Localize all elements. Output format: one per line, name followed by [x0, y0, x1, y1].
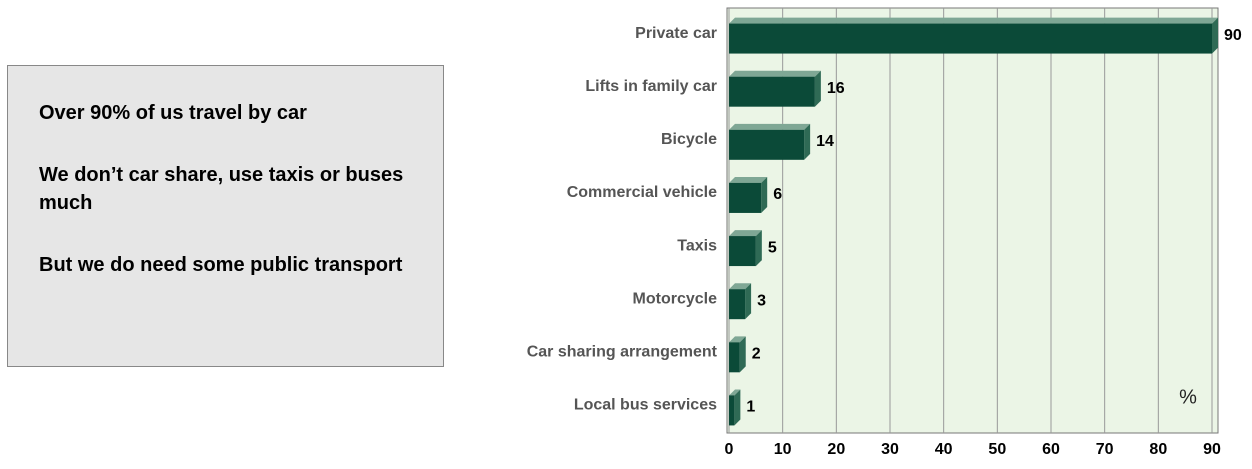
y-tick-label: Lifts in family car — [585, 78, 717, 95]
bar-top — [729, 283, 752, 290]
bar — [729, 76, 815, 107]
bar-top — [729, 70, 821, 77]
bar-top — [729, 389, 741, 396]
y-tick-label: Bicycle — [661, 131, 717, 148]
paragraph: But we do need some public transport — [39, 254, 403, 276]
annotation: % — [1179, 386, 1197, 408]
bar — [729, 342, 740, 373]
bar — [729, 182, 762, 213]
y-tick-label: Taxis — [677, 237, 717, 254]
value-label: 14 — [816, 133, 834, 150]
value-label: 6 — [773, 186, 782, 203]
x-tick-label: 40 — [935, 441, 953, 458]
y-tick-label: Motorcycle — [633, 290, 718, 307]
value-label: 90 — [1224, 27, 1242, 44]
bar-side — [739, 336, 746, 373]
x-tick-label: 10 — [774, 441, 792, 458]
bar-side — [734, 389, 741, 426]
value-label: 2 — [752, 346, 761, 363]
bar — [729, 289, 746, 320]
value-label: 16 — [827, 80, 845, 97]
x-tick-label: 20 — [827, 441, 845, 458]
bar-side — [755, 230, 762, 267]
bar — [729, 129, 805, 160]
bar-side — [761, 176, 768, 213]
bar-side — [804, 123, 811, 160]
bar — [729, 23, 1212, 54]
bar-top — [729, 230, 762, 237]
bar — [729, 395, 735, 426]
y-tick-label: Car sharing arrangement — [527, 344, 718, 361]
x-tick-label: 90 — [1203, 441, 1221, 458]
bar-side — [1212, 17, 1218, 54]
x-tick-label: 60 — [1042, 441, 1060, 458]
bar-side — [814, 70, 821, 107]
y-tick-label: Local bus services — [574, 397, 717, 414]
bar-top — [729, 336, 746, 343]
x-tick-label: 80 — [1149, 441, 1167, 458]
x-tick-label: 70 — [1096, 441, 1114, 458]
paragraph: We don’t car share, use taxis or buses m… — [39, 164, 404, 214]
paragraph: Over 90% of us travel by car — [39, 102, 307, 124]
x-tick-label: 0 — [725, 441, 734, 458]
bar-top — [729, 176, 768, 183]
bar-top — [729, 17, 1218, 24]
x-tick-label: 30 — [881, 441, 899, 458]
value-label: 3 — [757, 292, 766, 309]
x-tick-label: 50 — [988, 441, 1006, 458]
y-tick-label: Commercial vehicle — [567, 184, 717, 201]
bar-side — [745, 283, 752, 320]
value-label: 1 — [746, 399, 755, 416]
bar-top — [729, 123, 811, 130]
value-label: 5 — [768, 239, 777, 256]
y-tick-label: Private car — [635, 25, 717, 42]
text-box: Over 90% of us travel by car We don’t car… — [7, 65, 444, 367]
bar — [729, 236, 756, 267]
